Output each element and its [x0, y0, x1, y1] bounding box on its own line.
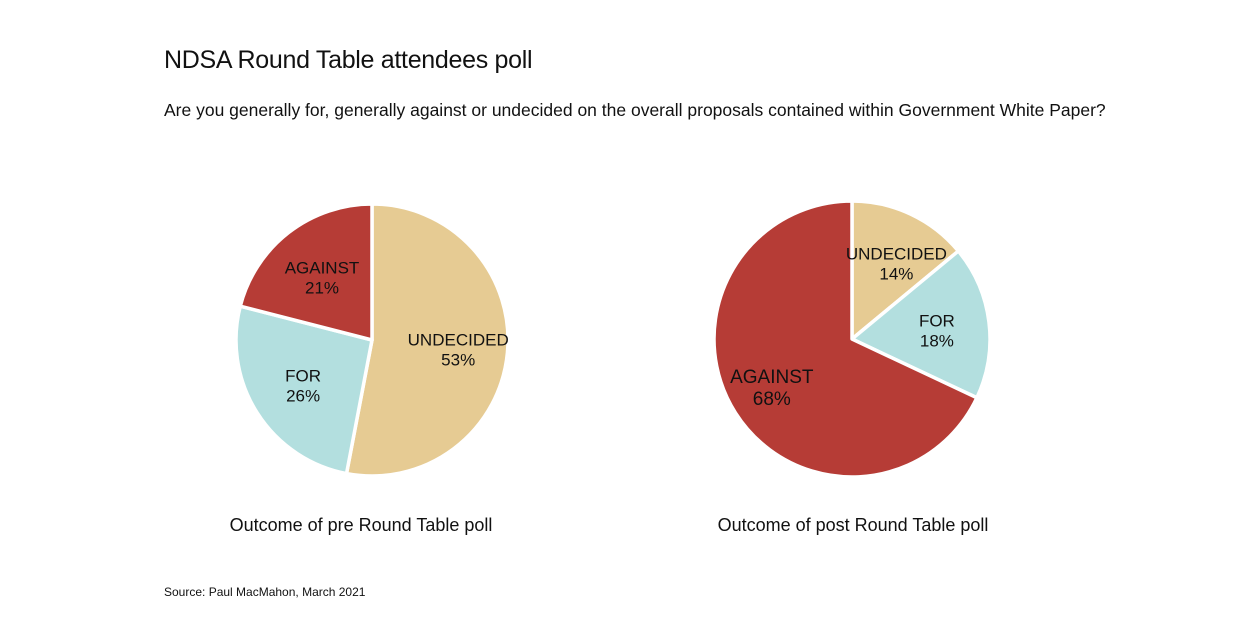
- pie-2-caption: Outcome of post Round Table poll: [717, 515, 989, 535]
- pie-1-value-undecided: 53%: [441, 351, 475, 370]
- pie-2-label-against: AGAINST: [730, 367, 814, 388]
- pie-2-slice-for: [850, 249, 992, 400]
- pie-2-value-undecided: 14%: [879, 265, 913, 284]
- pie-1-slice-undecided: [344, 202, 510, 478]
- pie-2-slice-undecided: [850, 199, 961, 341]
- pie-2-value-against: 68%: [753, 389, 791, 410]
- pie-1-slice-against: [238, 202, 374, 342]
- pie-1-value-for: 26%: [286, 387, 320, 406]
- pie-2-value-for: 18%: [920, 331, 954, 350]
- pie-1-slice-for: [234, 304, 374, 476]
- pie-1-label-against: AGAINST: [285, 259, 360, 278]
- chart-title: NDSA Round Table attendees poll: [164, 46, 533, 74]
- source-note: Source: Paul MacMahon, March 2021: [164, 585, 366, 599]
- pie-2-label-for: FOR: [919, 311, 955, 330]
- pie-1-value-against: 21%: [305, 279, 339, 298]
- pie-1-label-undecided: UNDECIDED: [408, 331, 509, 350]
- pie-1-label-for: FOR: [285, 367, 321, 386]
- pie-2-slice-against: [712, 199, 979, 479]
- chart-subtitle: Are you generally for, generally against…: [164, 100, 1106, 120]
- pie-2-label-undecided: UNDECIDED: [846, 245, 947, 264]
- pie-1-caption: Outcome of pre Round Table poll: [229, 515, 493, 535]
